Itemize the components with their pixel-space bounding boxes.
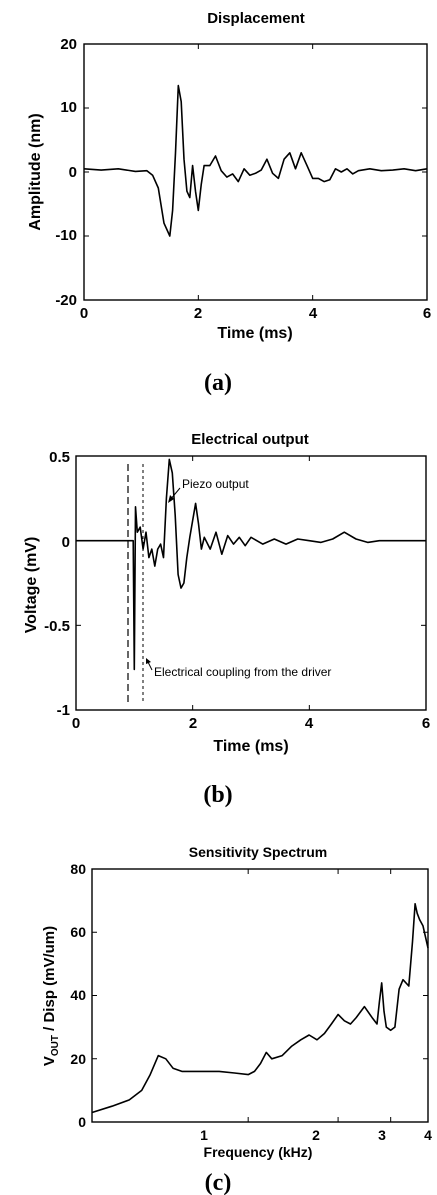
chart-b-xtick-label: 0 — [72, 715, 80, 732]
chart-a-xtick-label: 2 — [194, 305, 202, 322]
chart-b-coupling-arrow-line — [147, 661, 153, 671]
chart-c-ticks — [92, 868, 429, 1123]
chart-b-ytick-label: 0 — [62, 534, 70, 551]
chart-a-series-line — [83, 84, 428, 237]
chart-c-xlabel: Frequency (kHz) — [204, 1144, 313, 1160]
chart-b: Electrical output 0.5 0 -0.5 -1 0 2 4 6 … — [23, 431, 430, 808]
chart-a-ytick-label: 0 — [69, 164, 77, 181]
chart-a-xtick-label: 4 — [309, 305, 318, 322]
chart-a-ticks — [83, 43, 428, 301]
chart-b-ytick-label: 0.5 — [49, 449, 70, 466]
chart-c: Sensitivity Spectrum 80 60 40 20 0 1 2 3… — [41, 844, 432, 1195]
chart-a-ylabel: Amplitude (nm) — [27, 113, 44, 230]
chart-c-ytick-label: 80 — [70, 861, 86, 877]
chart-b-axes-box — [75, 455, 427, 711]
chart-a-xlabel: Time (ms) — [217, 325, 292, 342]
chart-b-ytick-label: -1 — [57, 702, 70, 719]
chart-c-xtick-label: 2 — [312, 1127, 320, 1143]
chart-c-ylabel-rest: / Disp (mV/um) — [41, 926, 58, 1035]
chart-a-ytick-label: 10 — [60, 99, 77, 116]
chart-c-caption: (c) — [205, 1170, 232, 1195]
chart-c-ytick-label: 40 — [70, 987, 86, 1003]
chart-c-title: Sensitivity Spectrum — [189, 844, 328, 860]
chart-c-ylabel-sub: OUT — [50, 1035, 61, 1056]
chart-c-ytick-label: 0 — [78, 1114, 86, 1130]
chart-b-coupling-arrowhead — [146, 658, 151, 664]
chart-b-annotation-coupling: Electrical coupling from the driver — [154, 665, 331, 679]
chart-c-xtick-label: 4 — [424, 1127, 432, 1143]
chart-b-annotation-piezo: Piezo output — [182, 477, 249, 491]
chart-a-caption: (a) — [204, 370, 232, 396]
chart-c-ytick-label: 20 — [70, 1051, 86, 1067]
chart-a-ytick-label: 20 — [60, 36, 77, 53]
chart-a: Displacement 20 10 0 -10 -20 0 2 4 6 Tim… — [27, 10, 431, 396]
chart-a-xtick-label: 0 — [80, 305, 88, 322]
chart-b-xtick-label: 2 — [189, 715, 197, 732]
chart-b-xlabel: Time (ms) — [213, 738, 288, 755]
chart-b-ylabel: Voltage (mV) — [23, 537, 40, 634]
chart-a-title: Displacement — [207, 10, 305, 27]
chart-a-ytick-label: -10 — [55, 227, 77, 244]
chart-a-ytick-label: -20 — [55, 292, 77, 309]
chart-a-xtick-label: 6 — [423, 305, 431, 322]
chart-c-xtick-label: 3 — [378, 1127, 386, 1143]
chart-b-xtick-label: 6 — [422, 715, 430, 732]
chart-b-xtick-label: 4 — [305, 715, 314, 732]
chart-c-axes-box — [91, 868, 429, 1123]
chart-c-series-line — [91, 903, 429, 1114]
chart-c-ytick-label: 60 — [70, 924, 86, 940]
chart-b-caption: (b) — [203, 782, 232, 808]
chart-b-series-line — [76, 458, 426, 671]
chart-c-xtick-label: 1 — [200, 1127, 208, 1143]
chart-b-piezo-arrowhead — [168, 495, 174, 503]
chart-b-ytick-label: -0.5 — [44, 618, 70, 635]
chart-c-ylabel-main: V — [41, 1056, 58, 1066]
chart-b-title: Electrical output — [191, 431, 309, 448]
chart-c-ylabel: VOUT / Disp (mV/um) — [41, 926, 61, 1066]
